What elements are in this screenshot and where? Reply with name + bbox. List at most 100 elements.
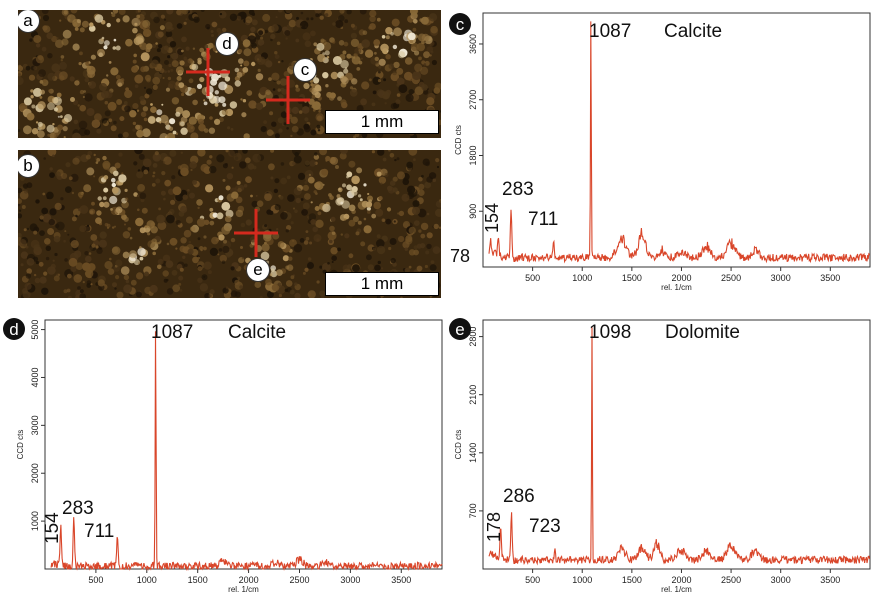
micro-grain [310, 129, 317, 136]
micro-grain [407, 185, 416, 194]
micro-grain [178, 282, 182, 286]
micro-grain [107, 101, 117, 111]
micro-grain [430, 260, 435, 264]
micro-grain [402, 221, 411, 229]
micro-grain [413, 19, 418, 24]
micro-grain [229, 13, 238, 21]
micro-grain [124, 105, 131, 113]
micro-grain [320, 38, 325, 43]
micro-grain [144, 225, 148, 229]
micro-grain [332, 56, 342, 65]
micro-grain [413, 249, 419, 256]
micro-grain [351, 175, 360, 185]
micro-grain [18, 232, 22, 238]
micro-grain [270, 150, 275, 153]
micro-grain [340, 150, 348, 155]
micro-grain [163, 18, 167, 21]
micro-grain [132, 103, 139, 110]
micro-grain [343, 68, 349, 74]
micro-grain [293, 187, 302, 196]
micro-grain [151, 43, 157, 49]
micro-grain [31, 128, 39, 135]
micro-grain [22, 288, 28, 294]
micro-grain [391, 18, 400, 27]
micro-grain [179, 70, 182, 74]
micro-grain [203, 99, 206, 102]
micro-grain [221, 225, 231, 235]
micro-grain [306, 17, 310, 21]
micrograph-b: b e 1 mm [18, 150, 441, 298]
micro-grain [81, 20, 89, 28]
micro-grain [261, 243, 270, 252]
micro-grain [209, 116, 213, 120]
micro-grain [39, 215, 44, 220]
micro-grain [277, 282, 282, 287]
micro-grain [361, 81, 370, 90]
micro-grain [152, 174, 155, 178]
micro-grain [121, 172, 124, 175]
micro-grain [28, 74, 36, 81]
micro-grain [369, 23, 376, 30]
micro-grain [330, 247, 338, 255]
micro-grain [245, 16, 253, 24]
micro-grain [295, 38, 300, 43]
peak-label: 154 [482, 203, 502, 233]
micro-grain [159, 133, 169, 138]
micro-grain [70, 97, 75, 102]
scale-bar-a: 1 mm [325, 110, 439, 134]
micro-grain [198, 118, 204, 125]
micro-grain [271, 72, 280, 81]
micro-grain [33, 87, 42, 97]
micro-grain [383, 78, 387, 82]
micro-grain [54, 202, 62, 210]
micro-grain [364, 49, 374, 58]
micro-grain [197, 150, 206, 157]
micro-grain [300, 198, 304, 201]
micro-grain [197, 57, 202, 63]
micro-grain [234, 279, 240, 286]
panel-badge-circle [449, 318, 471, 340]
micro-grain [307, 257, 312, 261]
micro-grain [31, 104, 36, 109]
micro-grain [59, 71, 68, 80]
micro-grain [376, 245, 386, 255]
micro-grain [124, 197, 129, 201]
micro-grain [123, 274, 130, 281]
micro-grain [264, 91, 273, 100]
micro-grain [182, 255, 186, 259]
micro-grain [47, 72, 56, 81]
micro-grain [180, 127, 188, 135]
micro-grain [181, 36, 187, 43]
micro-grain [326, 56, 330, 59]
micro-grain [376, 171, 382, 177]
x-tick-label: 2500 [721, 273, 741, 283]
micro-grain [83, 90, 86, 93]
micro-grain [56, 37, 59, 40]
micro-grain [238, 58, 244, 64]
micro-grain [193, 16, 200, 23]
micro-grain [164, 60, 169, 65]
micro-grain [438, 226, 441, 229]
micro-grain [218, 248, 223, 252]
micro-grain [96, 158, 101, 162]
micro-grain [398, 51, 406, 59]
micro-grain [46, 32, 53, 40]
micro-grain [393, 27, 402, 37]
micro-grain [243, 60, 250, 67]
micro-grain [367, 192, 370, 196]
micro-grain [188, 78, 194, 84]
micro-grain [234, 185, 242, 193]
micro-grain [54, 252, 58, 257]
micro-grain [122, 15, 130, 23]
micro-grain [35, 121, 39, 124]
micro-grain [103, 175, 109, 180]
micro-grain [33, 230, 38, 235]
micro-grain [234, 291, 241, 298]
micro-grain [197, 206, 200, 210]
micro-grain [137, 10, 141, 13]
micro-grain [41, 46, 47, 52]
micro-grain [165, 30, 173, 38]
micro-grain [125, 279, 130, 284]
micro-grain [330, 156, 339, 165]
micro-grain [418, 56, 422, 61]
